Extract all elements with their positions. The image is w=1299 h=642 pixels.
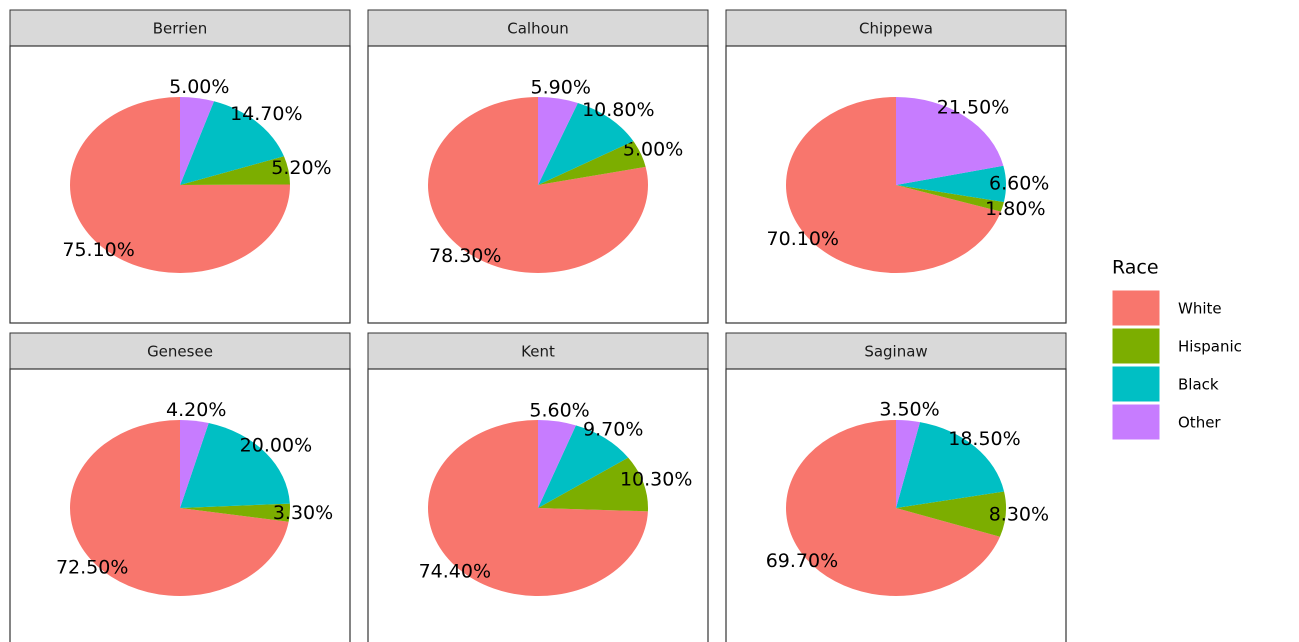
pie-slice — [896, 491, 1006, 537]
pie-slice — [180, 156, 290, 185]
slice-label: 70.10% — [767, 228, 839, 250]
pie-slice — [180, 503, 290, 522]
pie-slice — [538, 457, 648, 512]
slice-label: 3.30% — [273, 502, 333, 524]
legend-title: Race — [1112, 257, 1159, 279]
pie-slice — [538, 420, 576, 508]
pie-slice — [180, 101, 284, 185]
slice-label: 5.20% — [271, 157, 331, 179]
pie-slice — [896, 420, 920, 508]
pie-slice — [427, 420, 648, 596]
facet-title: Chippewa — [859, 20, 933, 38]
slice-label: 4.20% — [166, 399, 226, 421]
strip — [725, 9, 1067, 47]
slice-label: 10.80% — [582, 99, 654, 121]
strip — [367, 9, 709, 47]
pie-slice — [896, 165, 1006, 203]
legend-label: Hispanic — [1178, 338, 1242, 356]
pie-slice — [538, 425, 629, 508]
pie-slice — [786, 420, 1000, 596]
slice-label: 74.40% — [419, 561, 491, 583]
facet-title: Berrien — [153, 20, 208, 38]
pie-slice — [69, 97, 290, 274]
facet-title: Genesee — [147, 343, 213, 361]
pie-slice — [785, 97, 1001, 273]
facet-title: Saginaw — [864, 343, 927, 361]
facet-title: Kent — [521, 343, 555, 361]
facet-title: Calhoun — [507, 20, 569, 38]
pie-slice — [538, 97, 578, 185]
slice-label: 14.70% — [230, 103, 302, 125]
slice-label: 5.90% — [531, 77, 591, 99]
legend-key — [1111, 327, 1161, 365]
slice-label: 1.80% — [985, 198, 1045, 220]
strip — [725, 332, 1067, 370]
slice-label: 20.00% — [240, 435, 312, 457]
slice-label: 6.60% — [989, 172, 1049, 194]
pie-slice — [896, 97, 1004, 185]
slice-label: 75.10% — [62, 239, 134, 261]
legend-key — [1111, 365, 1161, 403]
pie-slice — [538, 102, 634, 185]
slice-label: 21.50% — [937, 97, 1009, 119]
pie-slice — [69, 420, 289, 596]
legend-key — [1111, 403, 1161, 441]
slice-label: 72.50% — [56, 557, 128, 579]
slice-label: 8.30% — [989, 504, 1049, 526]
strip — [367, 332, 709, 370]
slice-label: 9.70% — [583, 418, 643, 440]
strip — [9, 9, 351, 47]
pie-slice — [180, 423, 290, 508]
slice-label: 10.30% — [620, 469, 692, 491]
legend-label: Black — [1178, 376, 1219, 394]
slice-label: 5.00% — [169, 76, 229, 98]
pie-slice — [896, 185, 1004, 212]
pie-slice — [180, 97, 214, 185]
legend-label: White — [1178, 300, 1222, 318]
legend-key — [1111, 289, 1161, 327]
slice-label: 69.70% — [766, 550, 838, 572]
slice-label: 3.50% — [879, 399, 939, 421]
pie-slice — [896, 422, 1005, 508]
strip — [9, 332, 351, 370]
slice-label: 5.00% — [623, 138, 683, 160]
pie-slice — [538, 141, 646, 185]
slice-label: 78.30% — [429, 245, 501, 267]
slice-label: 5.60% — [529, 399, 589, 421]
slice-label: 18.50% — [948, 428, 1020, 450]
legend-label: Other — [1178, 414, 1221, 432]
pie-slice — [180, 420, 209, 508]
